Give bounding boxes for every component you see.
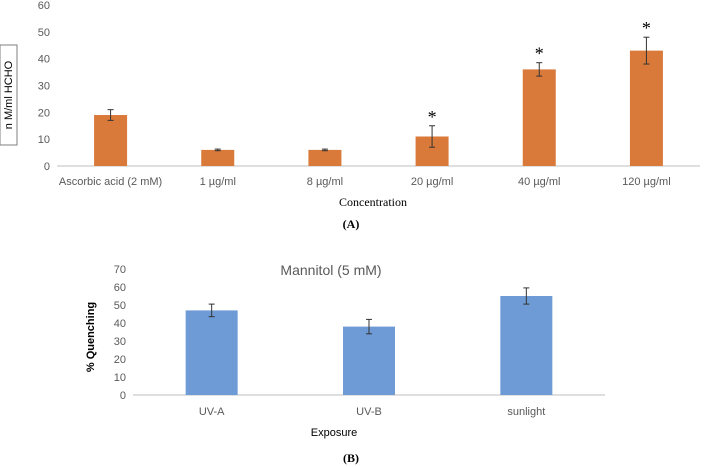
bar-a bbox=[522, 69, 556, 166]
x-tick-label-a: 20 µg/ml bbox=[411, 176, 453, 188]
error-bar-a bbox=[429, 125, 436, 148]
bar-a bbox=[94, 115, 128, 166]
error-bar-b bbox=[208, 303, 215, 318]
chart-a: n M/ml HCHO 0 10 20 30 40 50 60 Ascorbic acid … bbox=[0, 0, 700, 231]
x-tick-label-a: 1 µg/ml bbox=[200, 176, 236, 188]
error-bar-a bbox=[536, 62, 543, 77]
y-tick-label-b: 50 bbox=[114, 300, 126, 312]
panel-label-b: (B) bbox=[343, 451, 359, 465]
x-tick-label-b: UV-A bbox=[199, 406, 225, 418]
y-tick-label-a: 20 bbox=[38, 107, 50, 119]
x-tick-label-a: 40 µg/ml bbox=[518, 176, 560, 188]
bar-a bbox=[629, 50, 663, 166]
y-tick-label-b: 70 bbox=[114, 264, 126, 276]
y-tick-label-b: 10 bbox=[114, 372, 126, 384]
panel-label-a: (A) bbox=[343, 217, 360, 231]
x-axis-label-a: Concentration bbox=[339, 195, 407, 209]
y-tick-label-a: 10 bbox=[38, 134, 50, 146]
x-tick-label-a: 8 µg/ml bbox=[307, 176, 343, 188]
x-tick-label-b: UV-B bbox=[356, 406, 382, 418]
x-tick-label-a: Ascorbic acid (2 mM) bbox=[59, 176, 162, 188]
ylabel-box-a bbox=[0, 44, 18, 146]
error-bar-a bbox=[643, 36, 650, 65]
y-tick-label-b: 60 bbox=[114, 282, 126, 294]
error-bar-a bbox=[107, 109, 114, 121]
error-bar-a bbox=[321, 148, 328, 152]
error-bar-a bbox=[214, 148, 221, 152]
y-tick-label-a: 30 bbox=[38, 81, 50, 93]
bar-b bbox=[185, 310, 238, 395]
y-tick-label-b: 0 bbox=[120, 390, 126, 402]
bar-a bbox=[308, 149, 342, 166]
bar-b bbox=[500, 296, 553, 395]
y-tick-label-b: 20 bbox=[114, 354, 126, 366]
x-tick-label-b: sunlight bbox=[507, 406, 545, 418]
bar-b bbox=[343, 326, 395, 395]
y-tick-label-b: 40 bbox=[114, 318, 126, 330]
chart-title-b: Mannitol (5 mM) bbox=[280, 262, 381, 278]
significance-marker-a: * bbox=[642, 18, 651, 38]
bar-a bbox=[201, 149, 235, 166]
chart-b: Mannitol (5 mM) % Quenching 0 10 20 30 40 50 6… bbox=[85, 262, 605, 465]
significance-marker-a: * bbox=[428, 107, 437, 127]
error-bar-b bbox=[523, 287, 530, 305]
y-tick-label-a: 40 bbox=[38, 54, 50, 66]
y-tick-label-a: 0 bbox=[44, 161, 50, 173]
y-axis-label-b: % Quenching bbox=[85, 302, 97, 372]
error-bar-b bbox=[366, 318, 372, 335]
x-axis-label-b: Exposure bbox=[311, 427, 357, 439]
y-tick-label-a: 50 bbox=[38, 27, 50, 39]
x-tick-label-a: 120 µg/ml bbox=[622, 176, 671, 188]
significance-marker-a: * bbox=[535, 44, 544, 64]
y-axis-label-a: n M/ml HCHO bbox=[3, 60, 15, 129]
y-tick-label-a: 60 bbox=[38, 0, 50, 12]
y-tick-label-b: 30 bbox=[114, 336, 126, 348]
